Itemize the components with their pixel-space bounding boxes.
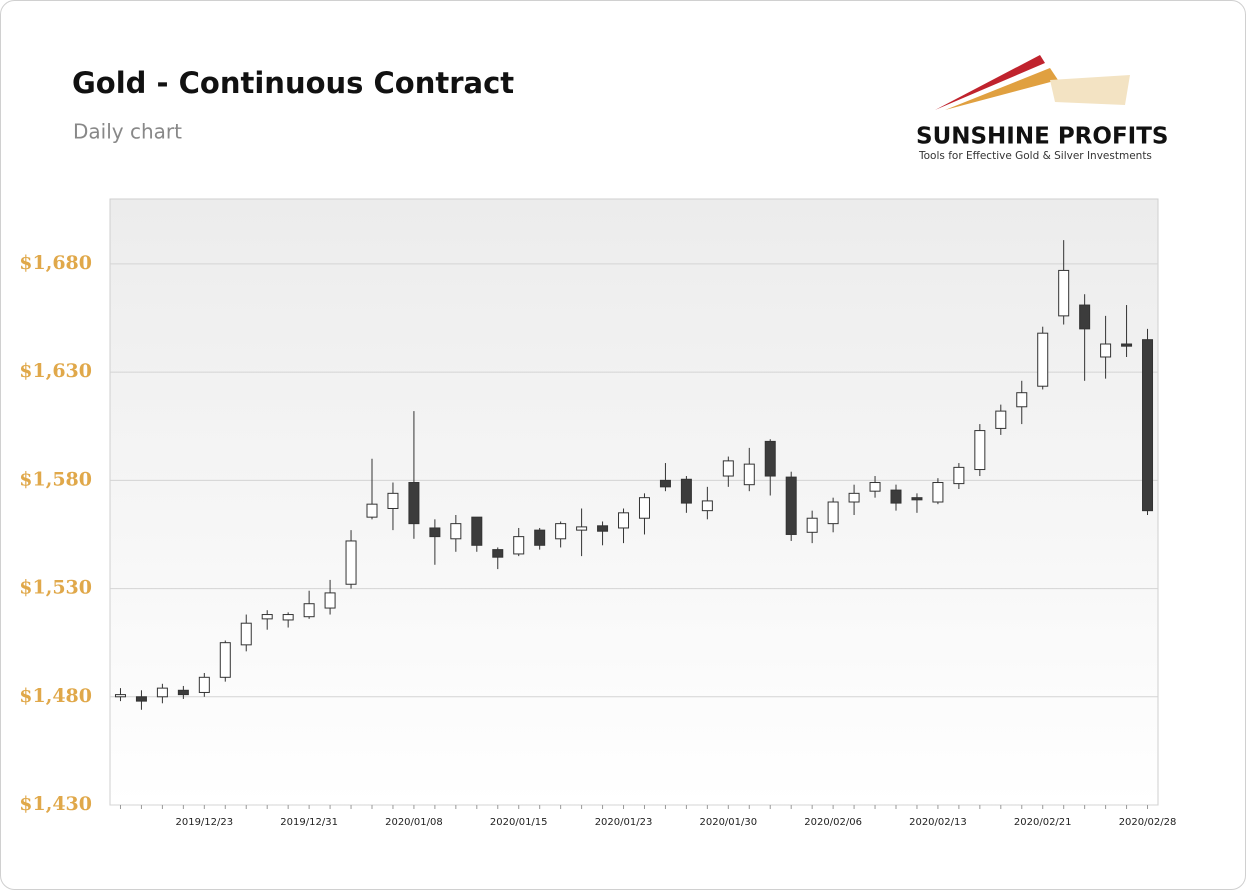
candle-body (911, 497, 923, 501)
y-tick-label: $1,480 (19, 685, 92, 707)
candle-body (1100, 343, 1112, 358)
candle-body (1121, 343, 1133, 347)
candle-body (1142, 339, 1154, 512)
y-tick-label: $1,580 (19, 468, 92, 490)
y-tick-label: $1,680 (19, 252, 92, 274)
candle-body (366, 503, 378, 518)
candle-body (638, 497, 650, 519)
candle-body (701, 500, 713, 512)
candle-body (282, 614, 294, 621)
candle-body (1058, 269, 1070, 317)
y-tick-label: $1,630 (19, 360, 92, 382)
candle-body (680, 478, 692, 504)
candle-body (722, 460, 734, 477)
candle-body (659, 479, 671, 488)
y-tick-label: $1,530 (19, 577, 92, 599)
candle-body (785, 476, 797, 535)
x-tick-label: 2020/02/21 (1014, 817, 1072, 828)
candle-body (932, 482, 944, 503)
logo-tagline: Tools for Effective Gold & Silver Invest… (918, 150, 1152, 162)
candle-body (555, 523, 567, 540)
x-tick-label: 2020/01/23 (595, 817, 653, 828)
candle-body (995, 410, 1007, 429)
candle-body (953, 466, 965, 485)
logo-swoosh (935, 55, 1045, 110)
y-tick-label: $1,430 (19, 793, 92, 815)
candle-body (324, 592, 336, 609)
x-tick-label: 2019/12/23 (175, 817, 233, 828)
candle-body (471, 516, 483, 546)
x-tick-label: 2020/02/28 (1119, 817, 1177, 828)
candle-body (848, 492, 860, 503)
x-tick-label: 2020/01/30 (699, 817, 757, 828)
x-tick-label: 2020/01/15 (490, 817, 548, 828)
logo-swoosh (1050, 75, 1130, 105)
logo: SUNSHINE PROFITS Tools for Effective Gol… (916, 55, 1168, 162)
x-tick-label: 2020/02/13 (909, 817, 967, 828)
candle-body (534, 529, 546, 546)
chart-subtitle: Daily chart (73, 120, 182, 144)
candle-body (198, 676, 210, 693)
candle-body (576, 526, 588, 531)
candle-body (429, 527, 441, 538)
candle-body (408, 482, 420, 525)
candle-body (1037, 332, 1049, 387)
x-tick-label: 2020/01/08 (385, 817, 443, 828)
candle-body (492, 549, 504, 558)
candle-body (974, 430, 986, 471)
candle-body (156, 687, 168, 698)
logo-swoosh (945, 68, 1058, 110)
candle-body (827, 501, 839, 525)
candle-body (240, 622, 252, 646)
candle-body (135, 696, 147, 702)
candle-body (890, 489, 902, 504)
candle-body (1016, 392, 1028, 408)
candle-body (618, 512, 630, 529)
candle-body (345, 540, 357, 585)
candle-body (114, 694, 126, 698)
plot-area (109, 198, 1159, 806)
candle-body (1079, 304, 1091, 330)
chart-title: Gold - Continuous Contract (72, 66, 514, 100)
candle-body (869, 482, 881, 492)
candle-body (219, 642, 231, 678)
candle-body (261, 614, 273, 620)
candle-body (764, 440, 776, 477)
candle-body (513, 536, 525, 555)
candle-body (743, 463, 755, 486)
candle-body (806, 517, 818, 533)
candle-body (303, 603, 315, 618)
candle-body (597, 525, 609, 532)
x-tick-label: 2020/02/06 (804, 817, 862, 828)
candle-body (387, 492, 399, 509)
logo-brand: SUNSHINE PROFITS (916, 124, 1168, 150)
candle-body (177, 689, 189, 696)
candle-body (450, 523, 462, 540)
x-tick-label: 2019/12/31 (280, 817, 338, 828)
